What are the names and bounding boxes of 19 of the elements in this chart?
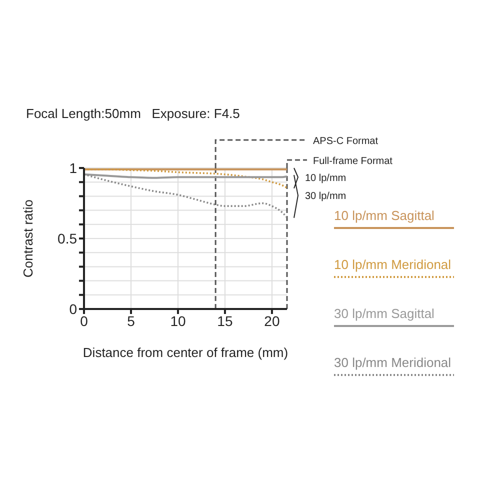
y-axis-title: Contrast ratio — [20, 199, 36, 278]
ref-line-label: APS-C Format — [313, 136, 378, 147]
chart-title: Focal Length:50mm Exposure: F4.5 — [26, 106, 240, 121]
text: 10 lp/mm Sagittal — [334, 208, 436, 223]
x-tick-label: 20 — [264, 312, 280, 329]
text: 30 lp/mm Sagittal — [334, 306, 436, 321]
x-tick-label: 15 — [217, 312, 233, 329]
ref-line-label: Full-frame Format — [313, 156, 393, 167]
x-tick-label: 10 — [170, 312, 186, 329]
y-tick-label: 0 — [69, 300, 78, 317]
x-tick-label: 5 — [127, 312, 136, 329]
y-tick-label: 0.5 — [58, 230, 78, 246]
annotation: 30 lp/mm — [305, 190, 346, 202]
text: 10 lp/mm Meridional — [334, 257, 452, 272]
annotation: 10 lp/mm — [305, 172, 346, 184]
y-tick-label: 1 — [69, 160, 78, 176]
x-tick-label: 0 — [80, 312, 88, 329]
text: 30 lp/mm Meridional — [334, 355, 452, 370]
x-axis-title: Distance from center of frame (mm) — [82, 345, 288, 360]
